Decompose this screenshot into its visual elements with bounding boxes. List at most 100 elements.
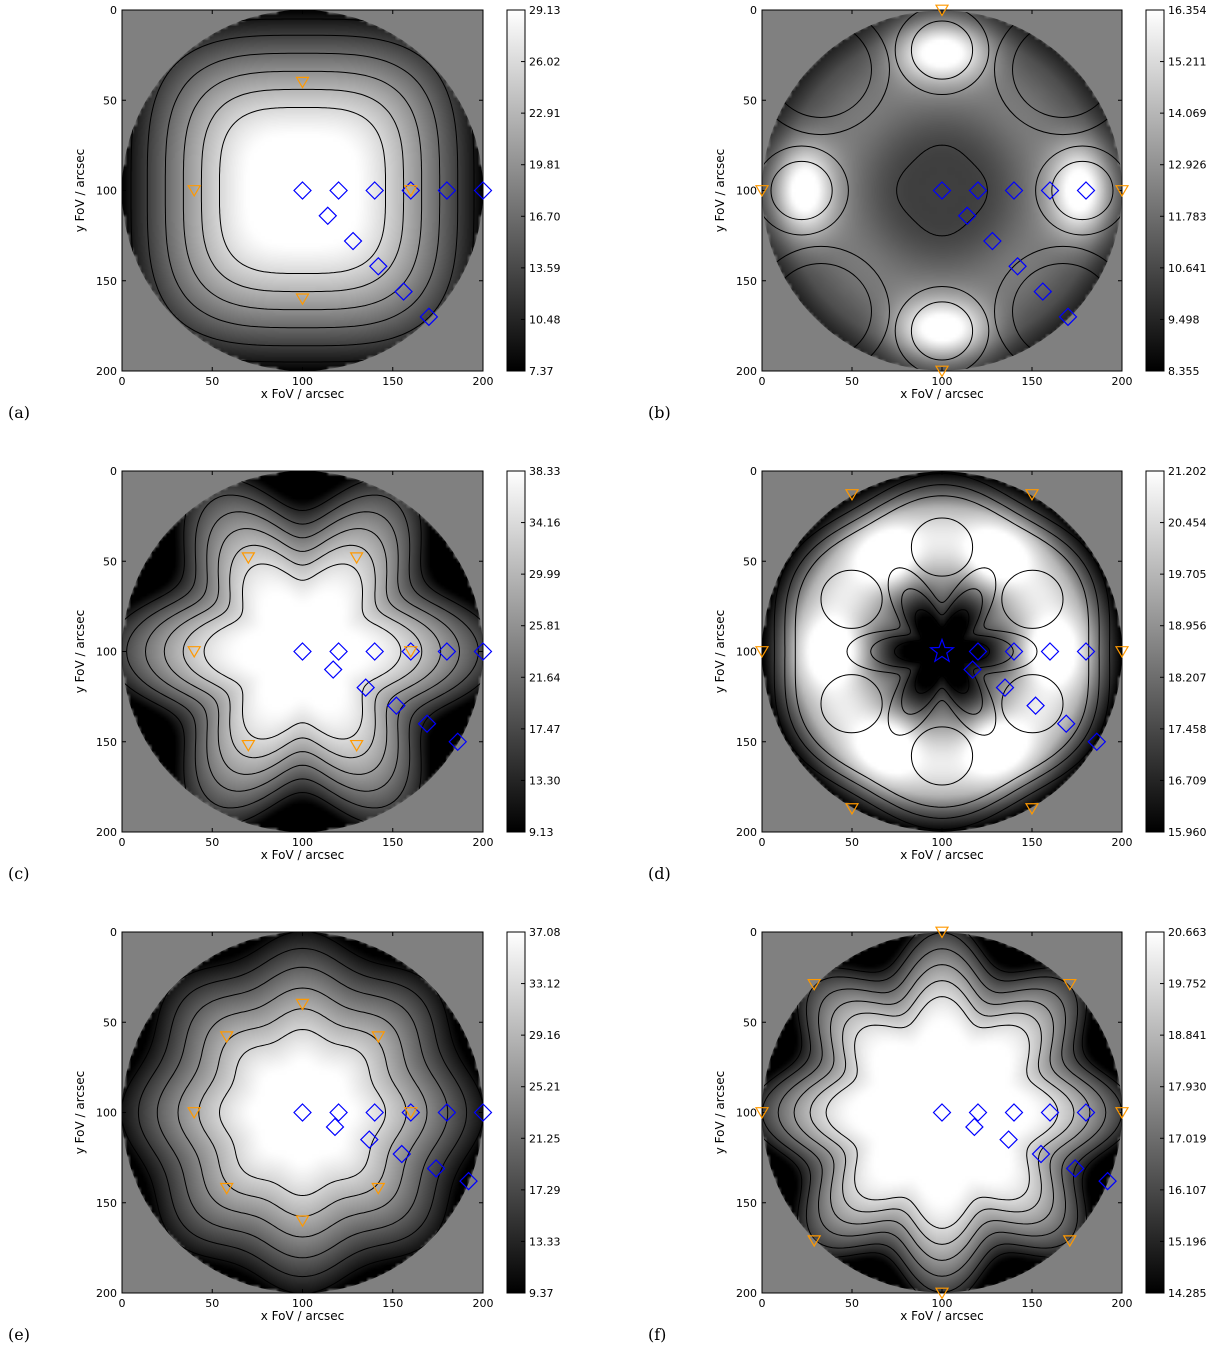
guide-star-diamond	[1040, 1103, 1060, 1122]
y-tick-label: 100	[96, 646, 117, 659]
panel-a: 0 0 50 50 100 100 150 150 200 200 x FoV / arcsec y …	[8, 4, 561, 422]
guide-star-diamond	[1076, 642, 1096, 661]
panel-f: 0 0 50 50 100 100 150 150 200 200 x FoV / arcsec y …	[648, 926, 1207, 1344]
contour-line	[182, 544, 423, 759]
markers	[187, 998, 493, 1228]
y-tick-label: 150	[736, 736, 757, 749]
x-tick-label: 150	[382, 375, 403, 388]
guide-star-diamond	[1087, 732, 1107, 752]
colorbar-tick-label: 29.16	[529, 1029, 561, 1042]
y-tick-label: 0	[110, 4, 117, 17]
colorbar	[506, 9, 526, 372]
contour-line	[870, 588, 1014, 715]
x-tick-label: 50	[205, 375, 219, 388]
panel-label: (d)	[648, 864, 671, 883]
y-tick-label: 100	[736, 185, 757, 198]
y-tick-label: 100	[736, 646, 757, 659]
guide-star-diamond	[932, 1103, 952, 1122]
guide-star-diamond	[419, 307, 439, 327]
x-tick-label: 50	[845, 375, 859, 388]
x-axis-label: x FoV / arcsec	[261, 1309, 344, 1323]
heatmap-image	[122, 471, 483, 832]
panel-c: 0 0 50 50 100 100 150 150 200 200 x FoV / arcsec y …	[8, 465, 561, 883]
y-tick-label: 150	[96, 275, 117, 288]
colorbar-tick-label: 9.13	[529, 826, 554, 839]
colorbar-tick-label: 10.641	[1168, 262, 1207, 275]
x-axis-label: x FoV / arcsec	[900, 1309, 983, 1323]
guide-star-diamond	[401, 181, 421, 200]
contour-line	[994, 10, 1122, 136]
contour-lines	[762, 932, 1122, 1293]
contour-line	[820, 674, 883, 734]
x-tick-label: 150	[1022, 836, 1043, 849]
guide-star-diamond	[356, 678, 376, 697]
y-axis-label: y FoV / arcsec	[73, 149, 87, 232]
contour-line	[894, 10, 990, 96]
contour-line	[893, 609, 991, 694]
guide-star-diamond	[293, 642, 312, 661]
x-tick-label: 150	[382, 1297, 403, 1310]
y-tick-label: 50	[743, 94, 757, 107]
laser-star-triangle	[295, 1215, 310, 1228]
guide-star-diamond	[1065, 1159, 1085, 1178]
laser-star-triangle	[219, 1031, 234, 1044]
guide-star-diamond	[329, 181, 348, 200]
laser-star-triangle	[1114, 646, 1130, 659]
y-tick-label: 100	[96, 185, 117, 198]
guide-star-diamond	[426, 1159, 446, 1178]
guide-star-diamond	[1058, 307, 1078, 327]
laser-star-triangle	[754, 185, 770, 198]
y-axis-label: y FoV / arcsec	[713, 149, 727, 232]
laser-star-triangle	[934, 926, 950, 939]
guide-star-diamond	[473, 181, 493, 200]
x-tick-label: 100	[932, 1297, 953, 1310]
guide-star-diamond	[983, 231, 1002, 251]
laser-star-triangle	[241, 552, 256, 565]
contour-line	[156, 966, 449, 1259]
x-axis-label: x FoV / arcsec	[261, 387, 344, 401]
guide-star-diamond	[1004, 1103, 1024, 1122]
guide-star-diamond	[932, 181, 952, 200]
guide-star-diamond	[318, 206, 338, 226]
markers	[754, 926, 1130, 1300]
contour-line	[794, 495, 1090, 808]
panel-label: (f)	[648, 1325, 666, 1344]
laser-star-triangle	[371, 1182, 386, 1195]
guide-star-diamond	[1076, 181, 1096, 200]
contour-line	[910, 517, 974, 577]
guide-star-diamond	[995, 678, 1015, 697]
markers	[187, 76, 493, 327]
colorbar-tick-label: 12.926	[1168, 159, 1207, 172]
contour-line	[1001, 674, 1064, 734]
contour-line	[793, 964, 1091, 1261]
colorbar-tick-label: 8.355	[1168, 365, 1200, 378]
colorbar-tick-label: 13.30	[529, 774, 561, 787]
y-tick-label: 0	[110, 465, 117, 478]
colorbar-tick-label: 19.705	[1168, 568, 1207, 581]
laser-star-triangle	[371, 1031, 386, 1044]
panel-d: 0 0 50 50 100 100 150 150 200 200 x FoV / arcsec y …	[648, 465, 1207, 883]
colorbar-tick-label: 37.08	[529, 926, 561, 939]
colorbar-tick-label: 17.47	[529, 723, 561, 736]
laser-star-triangle	[219, 1182, 234, 1195]
guide-star-diamond	[968, 1103, 988, 1122]
laser-star-triangle	[754, 646, 770, 659]
guide-star-diamond	[473, 642, 493, 661]
y-tick-label: 100	[96, 1107, 117, 1120]
y-axis-label: y FoV / arcsec	[713, 1071, 727, 1154]
laser-star-triangle	[349, 739, 364, 752]
laser-star-triangle	[1062, 978, 1077, 991]
laser-star-triangle	[844, 803, 860, 816]
y-axis-label: y FoV / arcsec	[73, 1071, 87, 1154]
colorbar-tick-label: 33.12	[529, 978, 561, 991]
laser-star-triangle	[934, 4, 950, 17]
y-tick-label: 50	[743, 555, 757, 568]
laser-star-triangle	[403, 1107, 418, 1120]
guide-star-diamond	[968, 181, 988, 200]
laser-star-triangle	[187, 646, 202, 659]
colorbar-tick-label: 18.207	[1168, 671, 1207, 684]
markers	[187, 552, 493, 752]
guide-star-diamond	[293, 181, 312, 200]
y-tick-label: 0	[110, 926, 117, 939]
